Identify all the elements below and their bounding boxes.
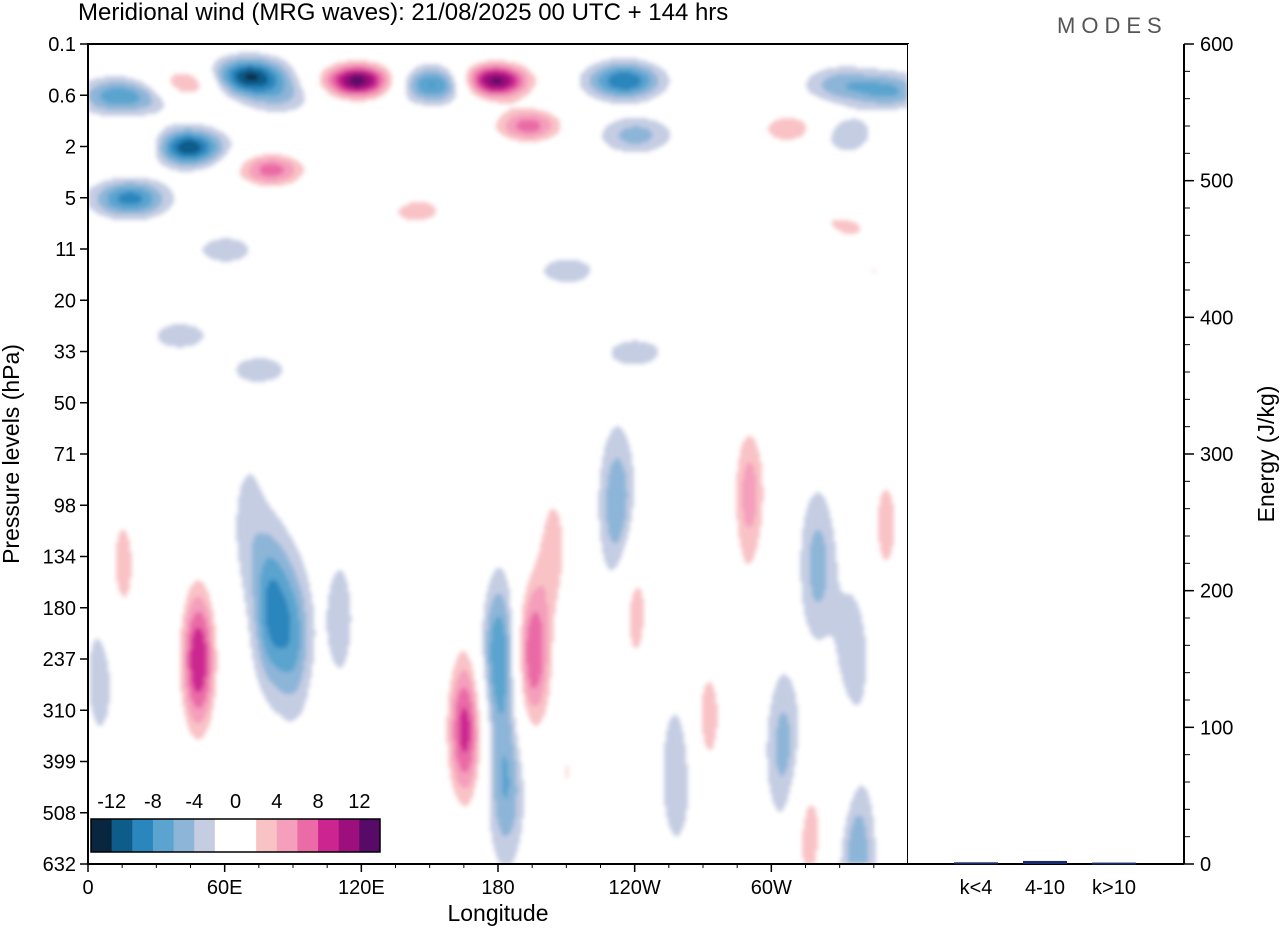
colorbar-legend: -12 -8 -4 0 4 8 12 xyxy=(89,779,382,854)
energy-tick-label: 0 xyxy=(1200,854,1211,876)
energy-tick-label: 100 xyxy=(1200,717,1233,739)
colorbar-swatch xyxy=(111,819,133,852)
energy-tick-label: 300 xyxy=(1200,444,1233,466)
heatmap-raster xyxy=(88,44,908,864)
colorbar-swatch xyxy=(173,819,195,852)
colorbar-swatch xyxy=(338,819,360,852)
y-tick-label: 33 xyxy=(54,342,76,364)
energy-category-label: 4-10 xyxy=(1025,877,1065,899)
colorbar-tick-label: -8 xyxy=(144,791,162,813)
energy-category-label: k>10 xyxy=(1092,877,1136,899)
y-tick-label: 11 xyxy=(55,239,76,261)
energy-categories: k<4 4-10 k>10 xyxy=(960,877,1136,899)
y-tick-label: 0.6 xyxy=(48,85,76,107)
y-tick-label: 632 xyxy=(43,854,76,876)
energy-bars xyxy=(954,860,1136,865)
colorbar-swatch xyxy=(276,819,298,852)
y-tick-label: 180 xyxy=(43,598,76,620)
colorbar-tick-label: 8 xyxy=(313,791,324,813)
colorbar-swatch xyxy=(194,819,216,852)
heatmap-field xyxy=(88,44,908,864)
x-axis: 0 60E 120E 180 120W 60W xyxy=(82,864,875,899)
modes-logo: MODES xyxy=(1057,13,1168,38)
y-tick-label: 20 xyxy=(54,290,76,312)
x-tick-label: 180 xyxy=(481,877,514,899)
colorbar-swatch xyxy=(91,819,113,852)
colorbar-swatch xyxy=(297,819,319,852)
colorbar-swatch xyxy=(132,819,154,852)
energy-bar xyxy=(954,862,998,865)
colorbar-tick-label: -4 xyxy=(185,791,203,813)
colorbar-swatch xyxy=(214,819,236,852)
colorbar-swatch xyxy=(359,819,381,852)
x-tick-label: 120E xyxy=(338,877,385,899)
chart-title: Meridional wind (MRG waves): 21/08/2025 … xyxy=(78,0,728,26)
y-tick-label: 0.1 xyxy=(48,34,76,56)
energy-tick-label: 200 xyxy=(1200,581,1233,603)
y-tick-label: 98 xyxy=(54,495,76,517)
x-axis-label: Longitude xyxy=(447,900,548,926)
energy-axis: 0 100 200 300 400 500 600 xyxy=(1184,34,1233,876)
colorbar-swatch xyxy=(318,819,340,852)
colorbar-swatch xyxy=(235,819,257,852)
y-tick-label: 5 xyxy=(65,188,76,210)
colorbar-tick-label: 12 xyxy=(348,791,370,813)
colorbar-swatch xyxy=(256,819,278,852)
energy-bar xyxy=(1023,860,1067,864)
colorbar-tick-label: 0 xyxy=(230,791,241,813)
y-tick-label: 237 xyxy=(43,649,76,671)
energy-tick-label: 600 xyxy=(1200,34,1233,56)
y-tick-label: 50 xyxy=(54,393,76,415)
y-axis-label: Pressure levels (hPa) xyxy=(0,344,24,564)
y-tick-label: 71 xyxy=(54,444,76,466)
energy-panel-background xyxy=(908,44,1184,864)
energy-tick-label: 500 xyxy=(1200,171,1233,193)
energy-axis-label: Energy (J/kg) xyxy=(1253,386,1279,523)
x-tick-label: 120W xyxy=(609,877,661,899)
x-tick-label: 60E xyxy=(207,877,243,899)
y-tick-label: 508 xyxy=(43,803,76,825)
x-tick-label: 60W xyxy=(751,877,792,899)
energy-bar xyxy=(1092,862,1136,865)
y-tick-label: 310 xyxy=(43,700,76,722)
colorbar-tick-label: -12 xyxy=(97,791,126,813)
energy-category-label: k<4 xyxy=(960,877,993,899)
energy-tick-label: 400 xyxy=(1200,307,1233,329)
colorbar-tick-label: 4 xyxy=(271,791,282,813)
colorbar-frame xyxy=(90,818,381,853)
colorbar-swatch xyxy=(152,819,175,852)
x-tick-label: 0 xyxy=(82,877,93,899)
y-axis: 0.1 0.6 2 5 11 20 33 50 71 98 134 180 237 310 399 508 63… xyxy=(43,34,88,876)
y-tick-label: 399 xyxy=(43,752,76,774)
y-tick-label: 2 xyxy=(65,137,76,159)
y-tick-label: 134 xyxy=(43,547,76,569)
